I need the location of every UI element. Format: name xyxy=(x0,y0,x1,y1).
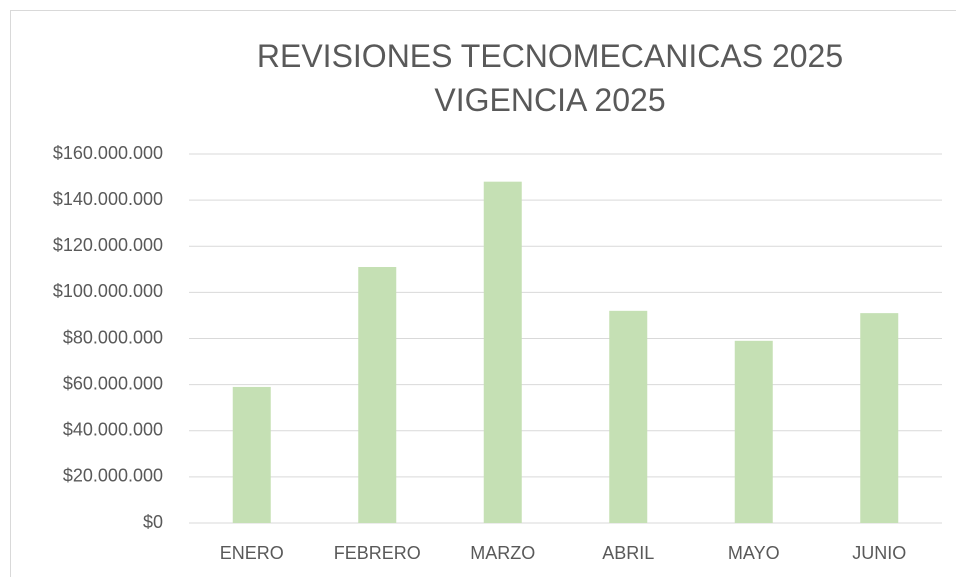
bar xyxy=(358,267,397,523)
bar xyxy=(734,340,773,523)
x-tick-label: ENERO xyxy=(220,543,284,563)
y-tick-label: $100.000.000 xyxy=(53,281,163,301)
x-tick-label: ABRIL xyxy=(602,543,654,563)
chart-border xyxy=(10,10,956,577)
y-tick-label: $20.000.000 xyxy=(63,466,163,486)
bar xyxy=(483,181,522,524)
y-tick-label: $0 xyxy=(143,512,163,532)
x-tick-label: MARZO xyxy=(470,543,535,563)
x-tick-label: FEBRERO xyxy=(334,543,421,563)
x-tick-label: MAYO xyxy=(728,543,780,563)
chart-title: REVISIONES TECNOMECANICAS 2025 VIGENCIA … xyxy=(256,38,844,118)
y-tick-label: $60.000.000 xyxy=(63,373,163,393)
bar xyxy=(232,386,271,523)
y-tick-label: $120.000.000 xyxy=(53,235,163,255)
y-tick-label: $160.000.000 xyxy=(53,143,163,163)
y-tick-label: $140.000.000 xyxy=(53,189,163,209)
y-tick-label: $80.000.000 xyxy=(63,327,163,347)
bar xyxy=(860,313,899,523)
y-tick-label: $40.000.000 xyxy=(63,420,163,440)
x-tick-label: JUNIO xyxy=(852,543,906,563)
bar xyxy=(609,310,648,523)
